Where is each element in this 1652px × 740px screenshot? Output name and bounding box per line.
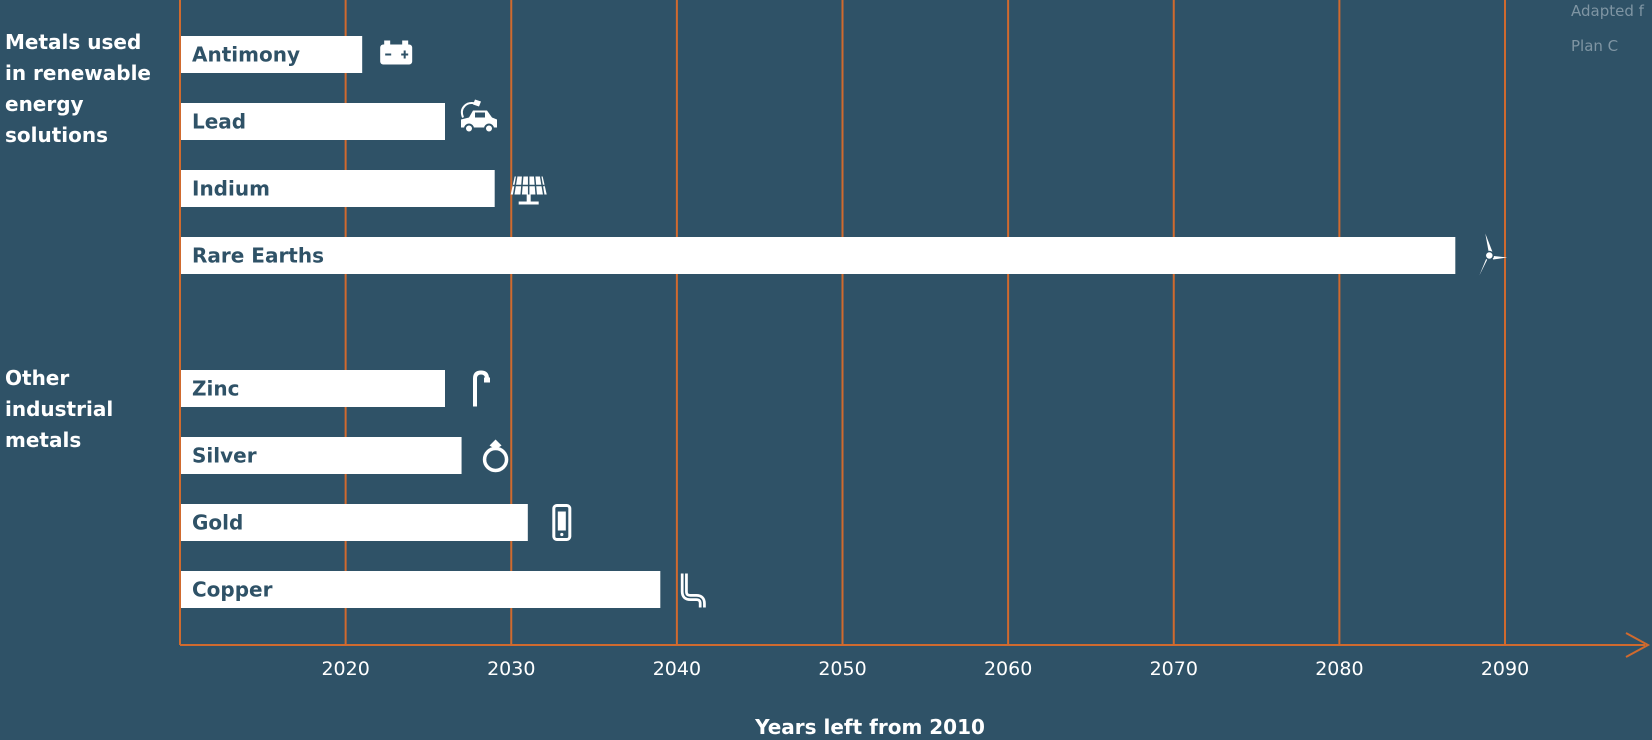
- ring-icon: [482, 439, 509, 473]
- bar-label: Rare Earths: [192, 244, 324, 268]
- bar: [180, 36, 363, 73]
- battery-terminal: [384, 40, 391, 45]
- turbine-hub: [1484, 250, 1495, 261]
- bars: Antimony Lead Indium Rare Earths Zinc Silver G…: [180, 36, 1508, 608]
- source-credit: Adapted f: [1571, 2, 1644, 20]
- bar: [180, 370, 445, 407]
- x-tick-label: 2070: [1150, 658, 1198, 680]
- bar: [180, 504, 528, 541]
- bar: [180, 170, 495, 207]
- x-axis: 2020 2030 2040 2050 2060 2070 2080 2090: [179, 0, 1651, 680]
- x-tick-label: 2020: [321, 658, 369, 680]
- group-label-line: industrial: [5, 397, 114, 421]
- car-window: [475, 112, 485, 118]
- x-axis-arrow: [1625, 632, 1651, 658]
- battery-minus: [385, 53, 392, 56]
- x-tick-label: 2090: [1481, 658, 1529, 680]
- pipe-nozzle: [484, 377, 490, 383]
- car-cable: [461, 102, 476, 118]
- copper-pipe-line: [683, 573, 704, 608]
- group-label-renewable: Metals used in renewable energy solution…: [5, 27, 155, 151]
- x-tick-label: 2060: [984, 658, 1032, 680]
- bar-label: Antimony: [192, 43, 300, 67]
- bar-label: Lead: [192, 110, 246, 134]
- group-label-line: energy: [5, 92, 84, 116]
- copper-pipe: [680, 573, 706, 608]
- group-label-line: in renewable: [5, 61, 151, 85]
- panel-stand: [526, 194, 531, 203]
- bar-label: Silver: [192, 444, 257, 468]
- car-body: [461, 110, 497, 128]
- bar-label: Copper: [192, 578, 273, 602]
- x-tick-label: 2050: [818, 658, 866, 680]
- turbine-blade: [1485, 233, 1493, 256]
- turbine-blade: [1479, 255, 1490, 276]
- pipe: [473, 370, 489, 407]
- car-wheel: [464, 123, 474, 134]
- group-label-line: Metals used: [5, 30, 142, 54]
- grid-lines: [344, 0, 1506, 645]
- x-tick-label: 2030: [487, 658, 535, 680]
- group-label-industrial: Other industrial metals: [5, 363, 155, 456]
- battery-plus: [403, 50, 406, 59]
- source-credit-line2: Plan C: [1571, 37, 1619, 55]
- phone-button: [560, 532, 564, 537]
- pipe-icon: [473, 370, 490, 407]
- bar: [180, 571, 661, 608]
- bar: [180, 237, 1456, 274]
- car-wheel: [484, 123, 494, 134]
- phone-body: [552, 504, 572, 541]
- car-plug: [473, 99, 481, 107]
- battery-terminal: [402, 40, 409, 45]
- ring-band: [482, 446, 509, 473]
- group-label-line: Other: [5, 366, 70, 390]
- copper-pipe-icon: [680, 573, 706, 608]
- x-tick-label: 2040: [653, 658, 701, 680]
- group-label-line: solutions: [5, 123, 109, 147]
- battery-icon: [380, 40, 413, 65]
- bar-label: Indium: [192, 177, 270, 201]
- bar: [180, 437, 462, 474]
- phone-screen: [557, 511, 566, 531]
- x-tick-label: 2080: [1315, 658, 1363, 680]
- bar-label: Gold: [192, 511, 243, 535]
- solar-panel-icon: [510, 176, 547, 205]
- panel-base: [518, 201, 539, 205]
- wind-turbine-icon: [1479, 233, 1508, 276]
- x-axis-label: Years left from 2010: [754, 715, 985, 739]
- phone-icon: [552, 504, 572, 541]
- ring-gem: [489, 439, 502, 450]
- bar-label: Zinc: [192, 377, 239, 401]
- battery-body: [380, 44, 413, 65]
- bar: [180, 103, 445, 140]
- group-label-line: metals: [5, 428, 82, 452]
- electric-car-icon: [461, 99, 497, 134]
